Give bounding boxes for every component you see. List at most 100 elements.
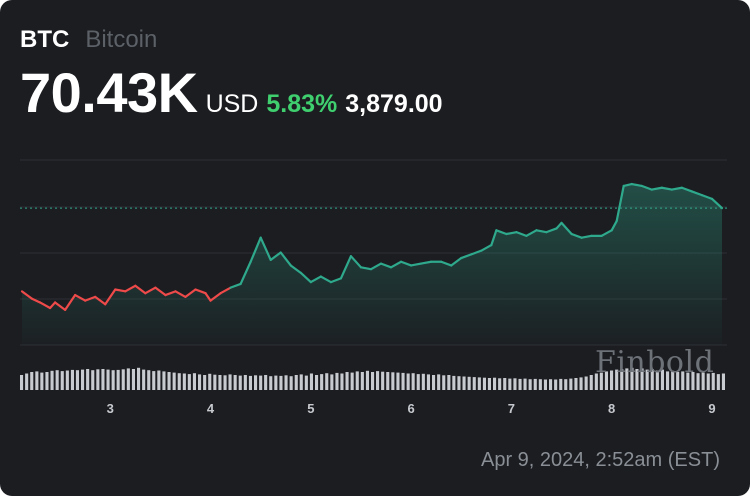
volume-bar — [533, 378, 537, 390]
volume-bar — [666, 371, 670, 390]
price-segment — [124, 284, 137, 293]
price-segment — [114, 288, 127, 293]
current-price: 70.43K — [20, 61, 198, 124]
volume-bar — [528, 379, 532, 390]
price-segment — [410, 262, 423, 267]
price-segment — [420, 260, 433, 265]
volume-bar — [269, 376, 273, 390]
price-segment — [38, 301, 52, 310]
volume-bar — [304, 375, 308, 390]
volume-bar — [75, 370, 79, 390]
volume-bar — [223, 375, 227, 390]
volume-bar — [111, 370, 115, 390]
volume-bar — [360, 372, 364, 390]
volume-bar — [259, 375, 263, 390]
price-segment — [239, 260, 252, 286]
volume-bar — [294, 375, 298, 390]
volume-bar — [391, 372, 395, 390]
volume-bar — [254, 375, 258, 390]
volume-bar — [579, 377, 583, 390]
price-segment — [622, 182, 633, 187]
volume-bar — [315, 375, 319, 390]
volume-bar — [121, 369, 125, 390]
volume-bar — [584, 376, 588, 390]
price-segment — [470, 249, 483, 256]
volume-bar — [213, 374, 217, 390]
ticker-row: BTC Bitcoin — [20, 26, 443, 54]
price-segment — [259, 236, 272, 261]
volume-bar — [645, 369, 649, 390]
timestamp: Apr 9, 2024, 2:52am (EST) — [480, 449, 720, 471]
volume-bar — [518, 378, 522, 390]
volume-bar — [716, 374, 720, 390]
volume-bar — [177, 373, 181, 390]
volume-bar — [101, 369, 105, 390]
volume-bars — [20, 367, 725, 390]
price-line — [20, 182, 724, 311]
price-segment — [570, 232, 583, 239]
volume-bar — [691, 372, 695, 390]
price-row: 70.43K USD 5.83% 3,879.00 — [20, 60, 443, 125]
volume-bar — [325, 373, 329, 390]
volume-bar — [55, 370, 59, 390]
volume-bar — [437, 374, 441, 390]
volume-bar — [589, 375, 593, 390]
volume-bar — [498, 378, 502, 390]
volume-bar — [70, 369, 74, 390]
volume-bar — [421, 373, 425, 390]
volume-bar — [40, 372, 44, 390]
volume-bar — [345, 372, 349, 390]
volume-bar — [452, 375, 456, 390]
volume-bar — [248, 375, 252, 390]
price-segment — [690, 190, 704, 197]
volume-bar — [365, 370, 369, 390]
price-segment — [460, 253, 473, 260]
price-segment — [480, 244, 493, 252]
x-tick-label: 6 — [407, 401, 414, 416]
volume-bar — [477, 377, 481, 390]
volume-bar — [549, 379, 553, 390]
volume-bar — [442, 375, 446, 390]
volume-bar — [167, 372, 171, 390]
volume-bar — [35, 371, 39, 390]
price-segment — [670, 186, 683, 191]
volume-bar — [279, 375, 283, 390]
price-segment — [184, 288, 197, 298]
price-segment — [329, 277, 343, 284]
price-segment — [640, 184, 653, 191]
volume-bar — [625, 368, 629, 390]
volume-bar — [401, 372, 405, 390]
price-segment — [64, 293, 77, 311]
volume-bar — [238, 375, 242, 390]
volume-bar — [142, 369, 146, 390]
price-segment — [30, 297, 42, 304]
price-header: BTC Bitcoin 70.43K USD 5.83% 3,879.00 — [20, 26, 443, 125]
volume-bar — [701, 372, 705, 390]
price-segment — [630, 182, 643, 187]
volume-bar — [335, 372, 339, 390]
price-segment — [650, 186, 663, 191]
volume-bar — [60, 371, 64, 390]
volume-bar — [218, 375, 222, 390]
volume-bar — [228, 374, 232, 390]
volume-bar — [426, 374, 430, 390]
price-segment — [505, 231, 518, 236]
volume-bar — [340, 373, 344, 390]
volume-bar — [462, 376, 466, 390]
area-fill — [22, 184, 722, 345]
volume-bar — [350, 372, 354, 390]
volume-bar — [503, 378, 507, 390]
price-segment — [74, 293, 87, 302]
price-segment — [369, 262, 383, 271]
currency-label: USD — [205, 90, 259, 118]
change-percent: 5.83% — [266, 90, 338, 118]
x-tick-label: 9 — [708, 401, 715, 416]
price-segment — [710, 197, 724, 210]
price-segment — [560, 221, 573, 236]
price-segment — [204, 292, 212, 302]
volume-bar — [655, 370, 659, 390]
volume-bar — [243, 375, 247, 390]
asset-name: Bitcoin — [85, 26, 158, 53]
change-absolute: 3,879.00 — [345, 90, 443, 118]
volume-bar — [610, 370, 614, 390]
